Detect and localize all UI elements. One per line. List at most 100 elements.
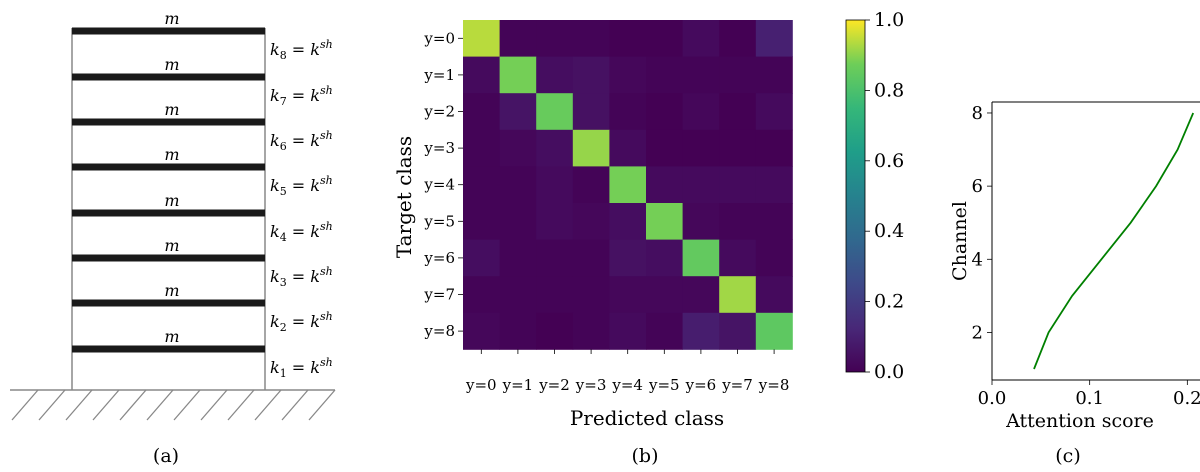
heatmap-cell	[755, 93, 793, 131]
heatmap-cell	[499, 203, 537, 240]
heatmap-cell	[572, 276, 610, 314]
line-xtick-label: 0.2	[1173, 388, 1200, 409]
heatmap-cell	[682, 239, 720, 277]
colorbar	[845, 19, 866, 373]
heatmap-cell	[463, 166, 500, 204]
heatmap-cell	[609, 56, 647, 94]
heatmap-cell	[719, 312, 757, 350]
mass-label: m	[164, 191, 179, 210]
heatmap-cell	[646, 93, 683, 131]
floor-slab	[72, 345, 265, 353]
heatmap-cell	[499, 129, 537, 167]
line-xlabel: Attention score	[1005, 410, 1154, 432]
stiffness-label: k8 = ksh	[270, 38, 333, 62]
line-ytick-label: 2	[972, 322, 983, 343]
heatmap-cell	[682, 129, 720, 167]
heatmap-cell	[646, 166, 683, 204]
heatmap-cell	[682, 312, 720, 350]
line-ylabel: Channel	[949, 201, 971, 281]
hatch-line	[119, 389, 147, 421]
heatmap-cell	[536, 56, 574, 94]
heatmap-cell	[463, 56, 500, 94]
heatmap-cell	[572, 203, 610, 240]
hatch-line	[146, 389, 174, 421]
heatmap-cell	[463, 239, 500, 277]
hatch-line	[11, 389, 39, 421]
heatmap-cell	[499, 239, 537, 277]
heatmap-cell	[499, 20, 537, 57]
heatmap-cell	[499, 56, 537, 94]
heatmap-cell	[682, 20, 720, 57]
heatmap-cell	[499, 93, 537, 131]
colorbar-tick-label: 0.4	[874, 220, 904, 242]
heatmap-xlabel: Predicted class	[570, 406, 724, 430]
heatmap-cell	[719, 129, 757, 167]
heatmap-cell	[463, 312, 500, 350]
heatmap-cell	[609, 20, 647, 57]
heatmap-xtick-label: y=5	[648, 376, 680, 394]
heatmap-cell	[609, 276, 647, 314]
line-xtick-label: 0.1	[1075, 388, 1104, 409]
stiffness-label: k5 = ksh	[270, 174, 333, 198]
confusion-matrix-panel: y=0 y=1 y=2 y=3 y=4 y=5 y=6 y=7 y=8 y=0y=1y=2y=3…	[392, 9, 904, 467]
heatmap-cell	[499, 312, 537, 350]
heatmap-cell	[536, 239, 574, 277]
heatmap-cell	[499, 166, 537, 204]
heatmap-cell	[536, 203, 574, 240]
heatmap-ytick-label: y=6	[423, 249, 455, 267]
heatmap-cell	[536, 312, 574, 350]
hatch-line	[38, 389, 66, 421]
heatmap-cell	[719, 276, 757, 314]
heatmap-xtick-label: y=2	[538, 376, 570, 394]
heatmap-cell	[609, 312, 647, 350]
heatmap-cell	[609, 203, 647, 240]
heatmap-cell	[609, 129, 647, 167]
heatmap-cell	[719, 93, 757, 131]
hatch-line	[65, 389, 93, 421]
heatmap-cell	[719, 166, 757, 204]
stiffness-label: k7 = ksh	[270, 84, 333, 108]
heatmap-cell	[646, 239, 683, 277]
heatmap-ylabel: Target class	[392, 136, 416, 258]
mass-label: m	[164, 281, 179, 300]
heatmap-cell	[719, 56, 757, 94]
heatmap-cell	[572, 93, 610, 131]
colorbar-tick-label: 0.2	[874, 291, 904, 313]
hatch-line	[254, 389, 282, 421]
floor-slab	[72, 27, 265, 35]
heatmap-cell	[682, 93, 720, 131]
heatmap-cell	[572, 312, 610, 350]
heatmap-cell	[682, 166, 720, 204]
heatmap-cell	[536, 166, 574, 204]
hatch-line	[281, 389, 309, 421]
heatmap-cell	[609, 239, 647, 277]
hatch-line	[308, 389, 336, 421]
mass-label: m	[164, 236, 179, 255]
colorbar-tick-label: 0.0	[874, 361, 904, 383]
heatmap-cell	[572, 239, 610, 277]
heatmap-cell	[719, 20, 757, 57]
colorbar-tick-label: 1.0	[874, 9, 904, 31]
heatmap-ytick-label: y=3	[423, 139, 455, 157]
heatmap-cell	[646, 276, 683, 314]
stiffness-label: k4 = ksh	[270, 220, 333, 244]
heatmap-cell	[755, 56, 793, 94]
heatmap-cell	[572, 166, 610, 204]
heatmap-xtick-label: y=0	[465, 376, 497, 394]
heatmap-cell	[572, 56, 610, 94]
heatmap-cell	[609, 166, 647, 204]
heatmap-cell	[755, 239, 793, 277]
caption-a: (a)	[153, 445, 179, 467]
heatmap-cell	[755, 166, 793, 204]
heatmap-cell	[463, 93, 500, 131]
heatmap-ytick-label: y=8	[423, 322, 455, 340]
hatch-line	[200, 389, 228, 421]
stiffness-label: k1 = ksh	[270, 356, 333, 380]
heatmap-xtick-label: y=7	[721, 376, 753, 394]
heatmap-cell	[536, 129, 574, 167]
heatmap-ytick-label: y=2	[423, 103, 455, 121]
heatmap-cell	[609, 93, 647, 131]
heatmap-cell	[536, 93, 574, 131]
colorbar-tick-label: 0.6	[874, 150, 904, 172]
shear-building-diagram: m k8 = ksh m k7 = ksh m k6 = ksh m k5 = ksh m k4 …	[10, 9, 336, 467]
